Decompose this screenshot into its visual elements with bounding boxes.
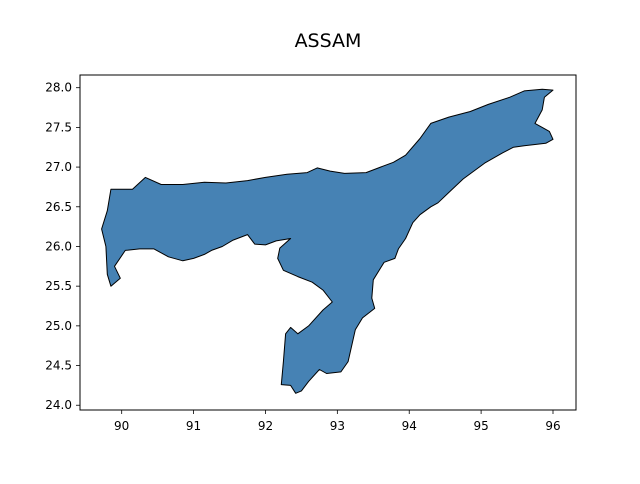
x-tick-label: 94	[402, 419, 417, 433]
x-tick-label: 90	[114, 419, 129, 433]
y-tick-label: 24.5	[45, 359, 72, 373]
y-tick-label: 26.5	[45, 200, 72, 214]
map-title: ASSAM	[295, 30, 362, 52]
x-axis: 90 91 92 93 94 95 96	[114, 410, 561, 433]
x-tick-label: 95	[473, 419, 488, 433]
x-tick-label: 92	[258, 419, 273, 433]
y-tick-label: 27.0	[45, 160, 72, 174]
region-layer	[101, 88, 554, 394]
x-tick-label: 93	[330, 419, 345, 433]
x-tick-label: 96	[545, 419, 560, 433]
y-tick-label: 28.0	[45, 81, 72, 95]
x-tick-label: 91	[186, 419, 201, 433]
y-tick-label: 25.0	[45, 319, 72, 333]
axes-frame	[79, 74, 577, 411]
y-axis: 24.0 24.5 25.0 25.5 26.0 26.5 27.0 27.5 28.0	[45, 81, 80, 412]
y-tick-label: 24.0	[45, 398, 72, 412]
y-tick-label: 27.5	[45, 120, 72, 134]
y-tick-label: 26.0	[45, 239, 72, 253]
y-tick-label: 25.5	[45, 279, 72, 293]
assam-region	[101, 88, 554, 394]
